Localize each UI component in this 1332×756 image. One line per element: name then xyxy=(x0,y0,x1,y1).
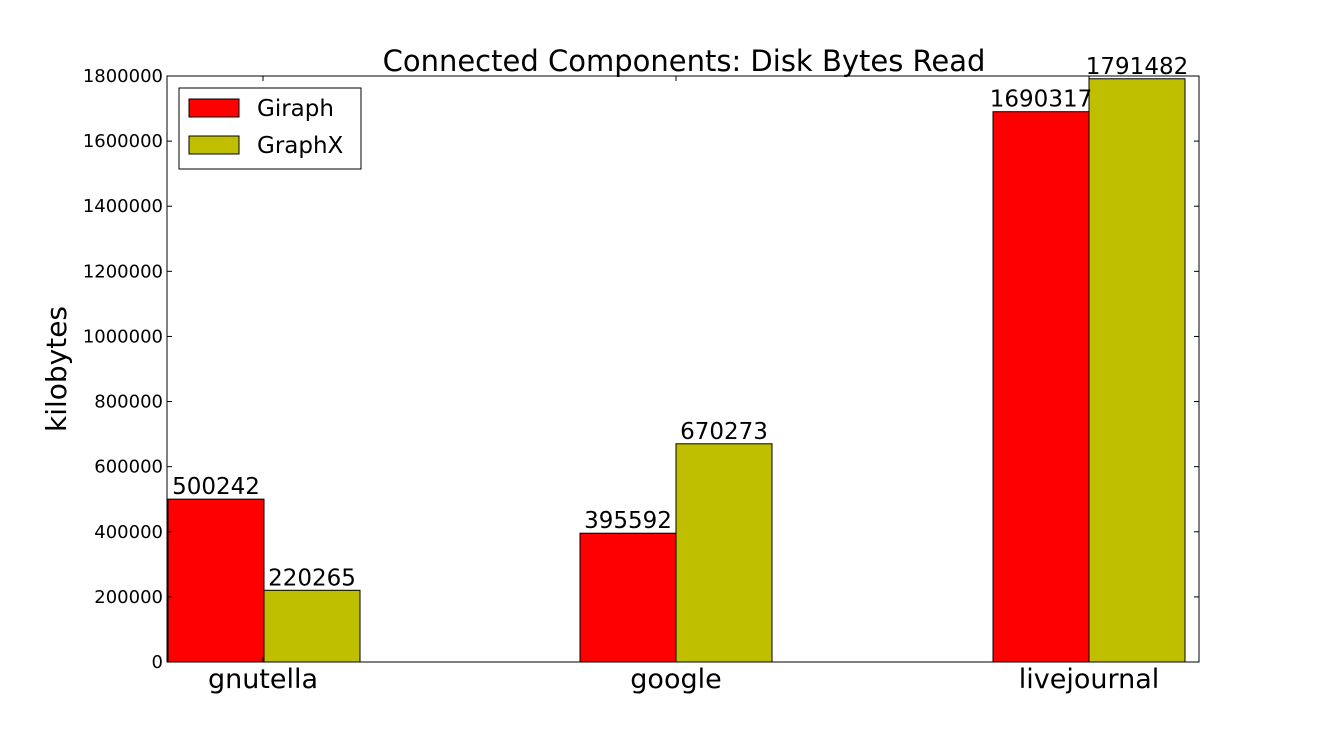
y-axis-label: kilobytes xyxy=(40,306,73,432)
legend-label-graphx: GraphX xyxy=(257,133,344,159)
bar-graphx-gnutella xyxy=(263,589,361,663)
y-tick-label: 1600000 xyxy=(83,131,163,152)
y-tick-label: 200000 xyxy=(94,587,163,608)
y-tick-label: 0 xyxy=(152,652,163,673)
plot-frame xyxy=(166,75,1200,663)
y-tick-label: 600000 xyxy=(94,457,163,478)
y-tick-label: 1200000 xyxy=(83,261,163,282)
data-label: 395592 xyxy=(584,508,672,534)
data-label: 670273 xyxy=(680,419,768,445)
bars-group xyxy=(167,78,1186,663)
legend-swatch-graphx xyxy=(188,135,240,155)
axes-group: 0 200000 400000 600000 800000 1000000 1200000 1… xyxy=(83,66,1200,695)
data-labels-group: 500242 395592 1690317 220265 670273 1791482 xyxy=(172,54,1188,592)
y-tick-label: 1000000 xyxy=(83,326,163,347)
data-label: 1690317 xyxy=(990,87,1092,113)
data-label: 1791482 xyxy=(1086,54,1188,80)
bar-giraph-google xyxy=(579,532,677,663)
chart-title: Connected Components: Disk Bytes Read xyxy=(383,44,986,78)
data-label: 500242 xyxy=(172,474,260,500)
bar-giraph-gnutella xyxy=(167,498,265,663)
legend-label-giraph: Giraph xyxy=(257,96,334,122)
bar-graphx-google xyxy=(675,443,773,663)
y-tick-label: 1400000 xyxy=(83,196,163,217)
x-tick-label-google: google xyxy=(630,664,721,695)
x-tick-label-livejournal: livejournal xyxy=(1019,664,1160,695)
y-tick-label: 400000 xyxy=(94,522,163,543)
y-tick-label: 1800000 xyxy=(83,66,163,87)
legend: Giraph GraphX xyxy=(178,87,362,170)
x-tick-label-gnutella: gnutella xyxy=(208,664,318,695)
y-tick-label: 800000 xyxy=(94,392,163,413)
bar-graphx-livejournal xyxy=(1088,78,1186,663)
legend-swatch-giraph xyxy=(188,98,240,118)
bar-giraph-livejournal xyxy=(992,111,1090,663)
data-label: 220265 xyxy=(268,565,356,591)
